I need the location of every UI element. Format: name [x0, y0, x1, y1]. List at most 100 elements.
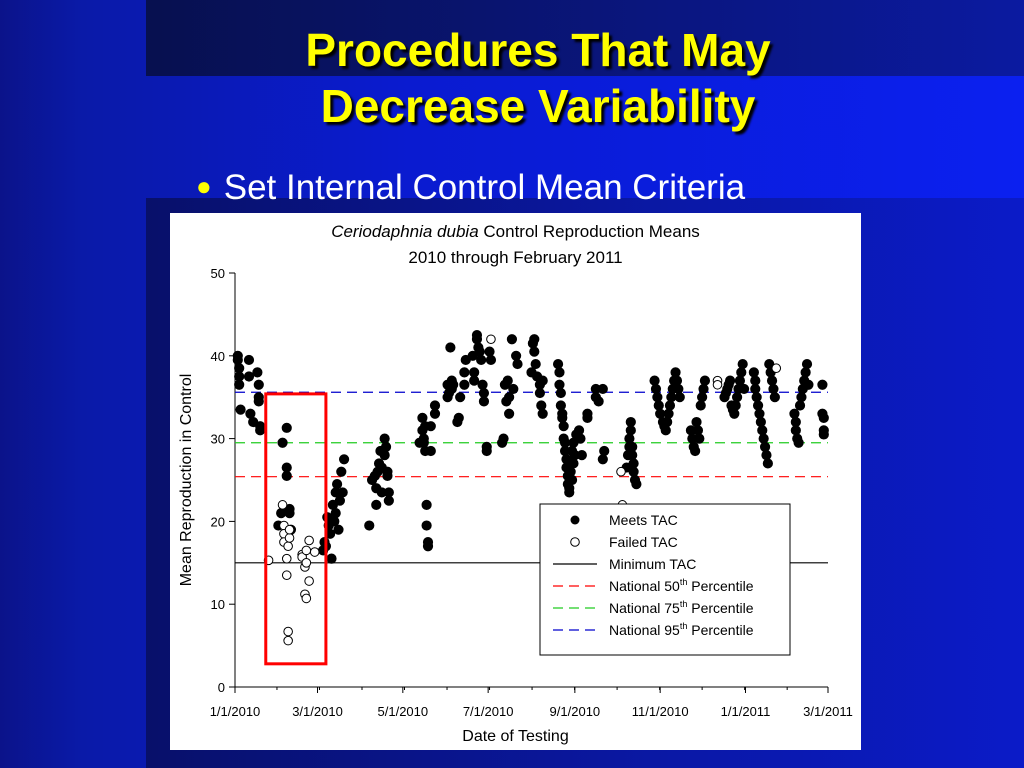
- meets-tac-point: [537, 375, 548, 386]
- meets-tac-point: [281, 470, 292, 481]
- meets-tac-point: [448, 379, 459, 390]
- meets-tac-point: [691, 416, 702, 428]
- meets-tac-point: [326, 553, 337, 564]
- failed-tac-point: [277, 500, 288, 510]
- meets-tac-point: [459, 379, 470, 390]
- x-axis-label: Date of Testing: [462, 728, 568, 745]
- meets-tac-point: [253, 379, 264, 390]
- failed-tac-point: [283, 626, 293, 637]
- highlight-box: [264, 392, 328, 666]
- meets-tac-point: [692, 425, 704, 436]
- meets-tac-point: [555, 400, 566, 411]
- meets-tac-point: [762, 458, 773, 469]
- meets-tac-point: [737, 358, 748, 370]
- meets-tac-point: [338, 454, 350, 465]
- failed-tac-point: [301, 545, 312, 556]
- failed-tac-point: [304, 576, 314, 586]
- meets-tac-point: [650, 383, 662, 395]
- meets-tac-point: [537, 408, 548, 419]
- legend-sup: th: [680, 621, 688, 631]
- meets-tac-point: [455, 392, 466, 403]
- chart-subtitle: 2010 through February 2011: [408, 248, 622, 267]
- meets-tac-point: [796, 392, 807, 403]
- meets-tac-point: [336, 466, 347, 477]
- meets-tac-point: [243, 371, 255, 382]
- meets-tac-point: [671, 375, 683, 386]
- meets-tac-point: [761, 450, 772, 461]
- y-tick-label: 10: [211, 597, 225, 612]
- y-axis-label: Mean Reproduction in Control: [178, 374, 195, 587]
- legend-suffix: Percentile: [687, 600, 753, 616]
- meets-tac-point: [379, 450, 390, 461]
- meets-tac-point: [662, 416, 673, 428]
- legend-label-meets: Meets TAC: [609, 512, 678, 528]
- meets-tac-point: [277, 437, 288, 448]
- meets-tac-point: [670, 367, 681, 378]
- x-tick-label: 3/1/2010: [292, 704, 343, 719]
- meets-tac-point: [758, 433, 769, 444]
- meets-tac-point: [502, 375, 513, 386]
- meets-tac-point: [552, 358, 564, 370]
- meets-tac-point: [421, 499, 432, 510]
- x-tick-label: 7/1/2010: [463, 704, 514, 719]
- meets-tac-point: [734, 375, 745, 386]
- meets-tac-point: [568, 458, 579, 469]
- meets-tac-point: [566, 474, 578, 486]
- meets-tac-point: [485, 354, 497, 366]
- meets-tac-point: [803, 379, 814, 390]
- meets-tac-point: [628, 466, 639, 477]
- meets-tac-point: [724, 375, 736, 386]
- meets-tac-point: [695, 400, 706, 411]
- legend-box: [539, 503, 791, 656]
- meets-tac-point: [699, 375, 711, 386]
- y-tick-label: 40: [211, 349, 225, 364]
- meets-tac-point: [597, 383, 608, 395]
- meets-tac-point: [425, 445, 436, 457]
- meets-tac-point: [625, 416, 636, 428]
- meets-tac-point: [425, 421, 436, 432]
- meets-tac-point: [504, 408, 515, 419]
- failed-tac-point: [301, 593, 312, 604]
- meets-tac-point: [333, 524, 344, 535]
- meets-tac-point: [690, 445, 701, 457]
- title-band: [146, 0, 1024, 76]
- meets-tac-point: [555, 387, 566, 399]
- meets-tac-point: [484, 346, 495, 357]
- meets-tac-point: [748, 367, 759, 378]
- x-tick-label: 5/1/2010: [378, 704, 429, 719]
- meets-tac-point: [698, 383, 709, 395]
- meets-tac-point: [512, 358, 523, 370]
- meets-tac-point: [752, 400, 764, 411]
- meets-tac-point: [750, 383, 761, 395]
- meets-tac-point: [582, 412, 593, 423]
- meets-tac-point: [252, 367, 263, 378]
- meets-tac-point: [599, 445, 610, 457]
- meets-tac-point: [235, 404, 246, 415]
- meets-tac-point: [477, 379, 488, 390]
- meets-tac-point: [649, 375, 660, 386]
- meets-tac-point: [337, 487, 348, 498]
- meets-tac-point: [738, 383, 750, 395]
- legend-label-ref-0: Minimum TAC: [609, 556, 696, 572]
- meets-tac-point: [736, 367, 747, 378]
- meets-tac-point: [557, 412, 568, 423]
- meets-tac-point: [575, 433, 586, 444]
- meets-tac-point: [330, 508, 341, 519]
- meets-tac-point: [469, 367, 480, 378]
- meets-tac-point: [694, 433, 705, 444]
- y-tick-label: 30: [211, 432, 225, 447]
- meets-tac-point: [573, 425, 585, 436]
- meets-tac-point: [818, 429, 829, 440]
- meets-tac-point: [790, 425, 801, 436]
- meets-tac-point: [382, 466, 393, 477]
- failed-tac-point: [281, 553, 292, 564]
- legend-suffix: Percentile: [687, 622, 753, 638]
- failed-tac-point: [616, 466, 626, 477]
- meets-tac-point: [597, 454, 608, 465]
- failed-tac-point: [486, 334, 496, 345]
- meets-tac-point: [800, 367, 811, 378]
- meets-tac-point: [478, 396, 490, 407]
- meets-tac-point: [445, 342, 456, 353]
- meets-tac-point: [673, 383, 684, 395]
- meets-tac-point: [818, 412, 829, 423]
